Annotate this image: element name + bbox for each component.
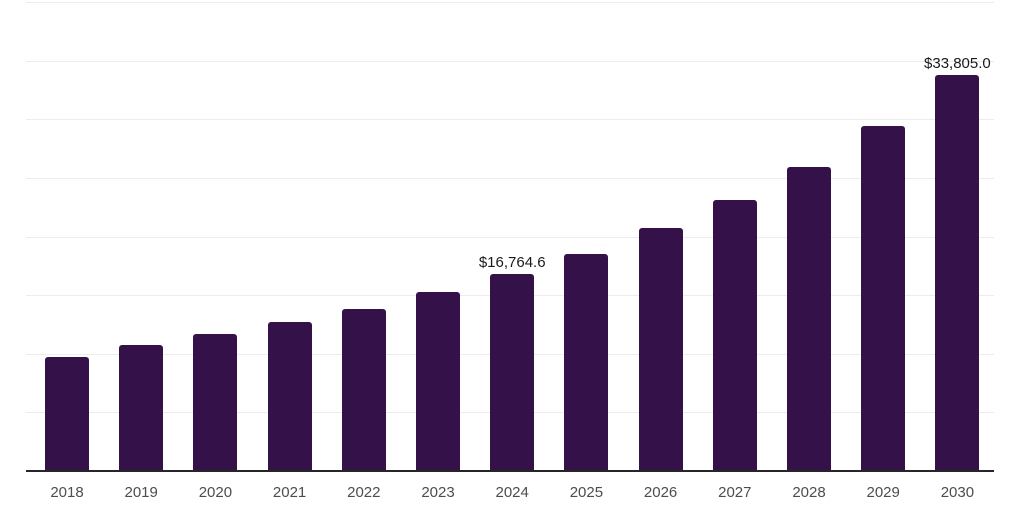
bar-2027 (712, 200, 757, 471)
bar-value-label-2024: $16,764.6 (478, 254, 546, 272)
bar-2025 (564, 253, 609, 471)
x-tick-label-2023: 2023 (421, 484, 455, 501)
x-tick-label-2026: 2026 (643, 484, 678, 501)
bar-2026 (638, 228, 683, 471)
bar-2018 (45, 357, 89, 471)
bar-2023 (416, 292, 460, 471)
gridline (26, 2, 994, 3)
x-axis-line (26, 470, 994, 472)
x-tick-label-2024: 2024 (495, 484, 529, 501)
bar-2024 (490, 274, 535, 471)
gridline (26, 119, 994, 121)
x-tick-label-2018: 2018 (50, 484, 84, 501)
x-tick-label-2019: 2019 (124, 484, 158, 501)
x-tick-label-2025: 2025 (569, 484, 604, 501)
x-tick-label-2030: 2030 (940, 484, 975, 501)
gridline (26, 60, 994, 62)
x-tick-label-2021: 2021 (272, 484, 307, 501)
gridline (26, 177, 994, 179)
bar-2019 (119, 344, 164, 471)
x-tick-label-2020: 2020 (198, 484, 233, 501)
x-tick-label-2029: 2029 (866, 484, 900, 501)
bar-2021 (267, 322, 312, 471)
x-axis-labels: 2018 2019 2020 2021 2022 2023 2024 2025 2026 2027… (0, 484, 1024, 504)
bar-value-label-2030: $33,805.0 (924, 54, 991, 72)
bar-2028 (787, 166, 831, 471)
bar-2029 (861, 125, 906, 471)
plot-area: $16,764.6 $33,805.0 (26, 2, 994, 472)
x-tick-label-2028: 2028 (792, 484, 826, 501)
bar-2022 (341, 308, 386, 471)
bar-2030 (935, 74, 980, 471)
x-tick-label-2027: 2027 (718, 484, 752, 501)
gridline (26, 236, 994, 238)
bar-2020 (193, 333, 238, 471)
x-tick-label-2022: 2022 (347, 484, 381, 501)
